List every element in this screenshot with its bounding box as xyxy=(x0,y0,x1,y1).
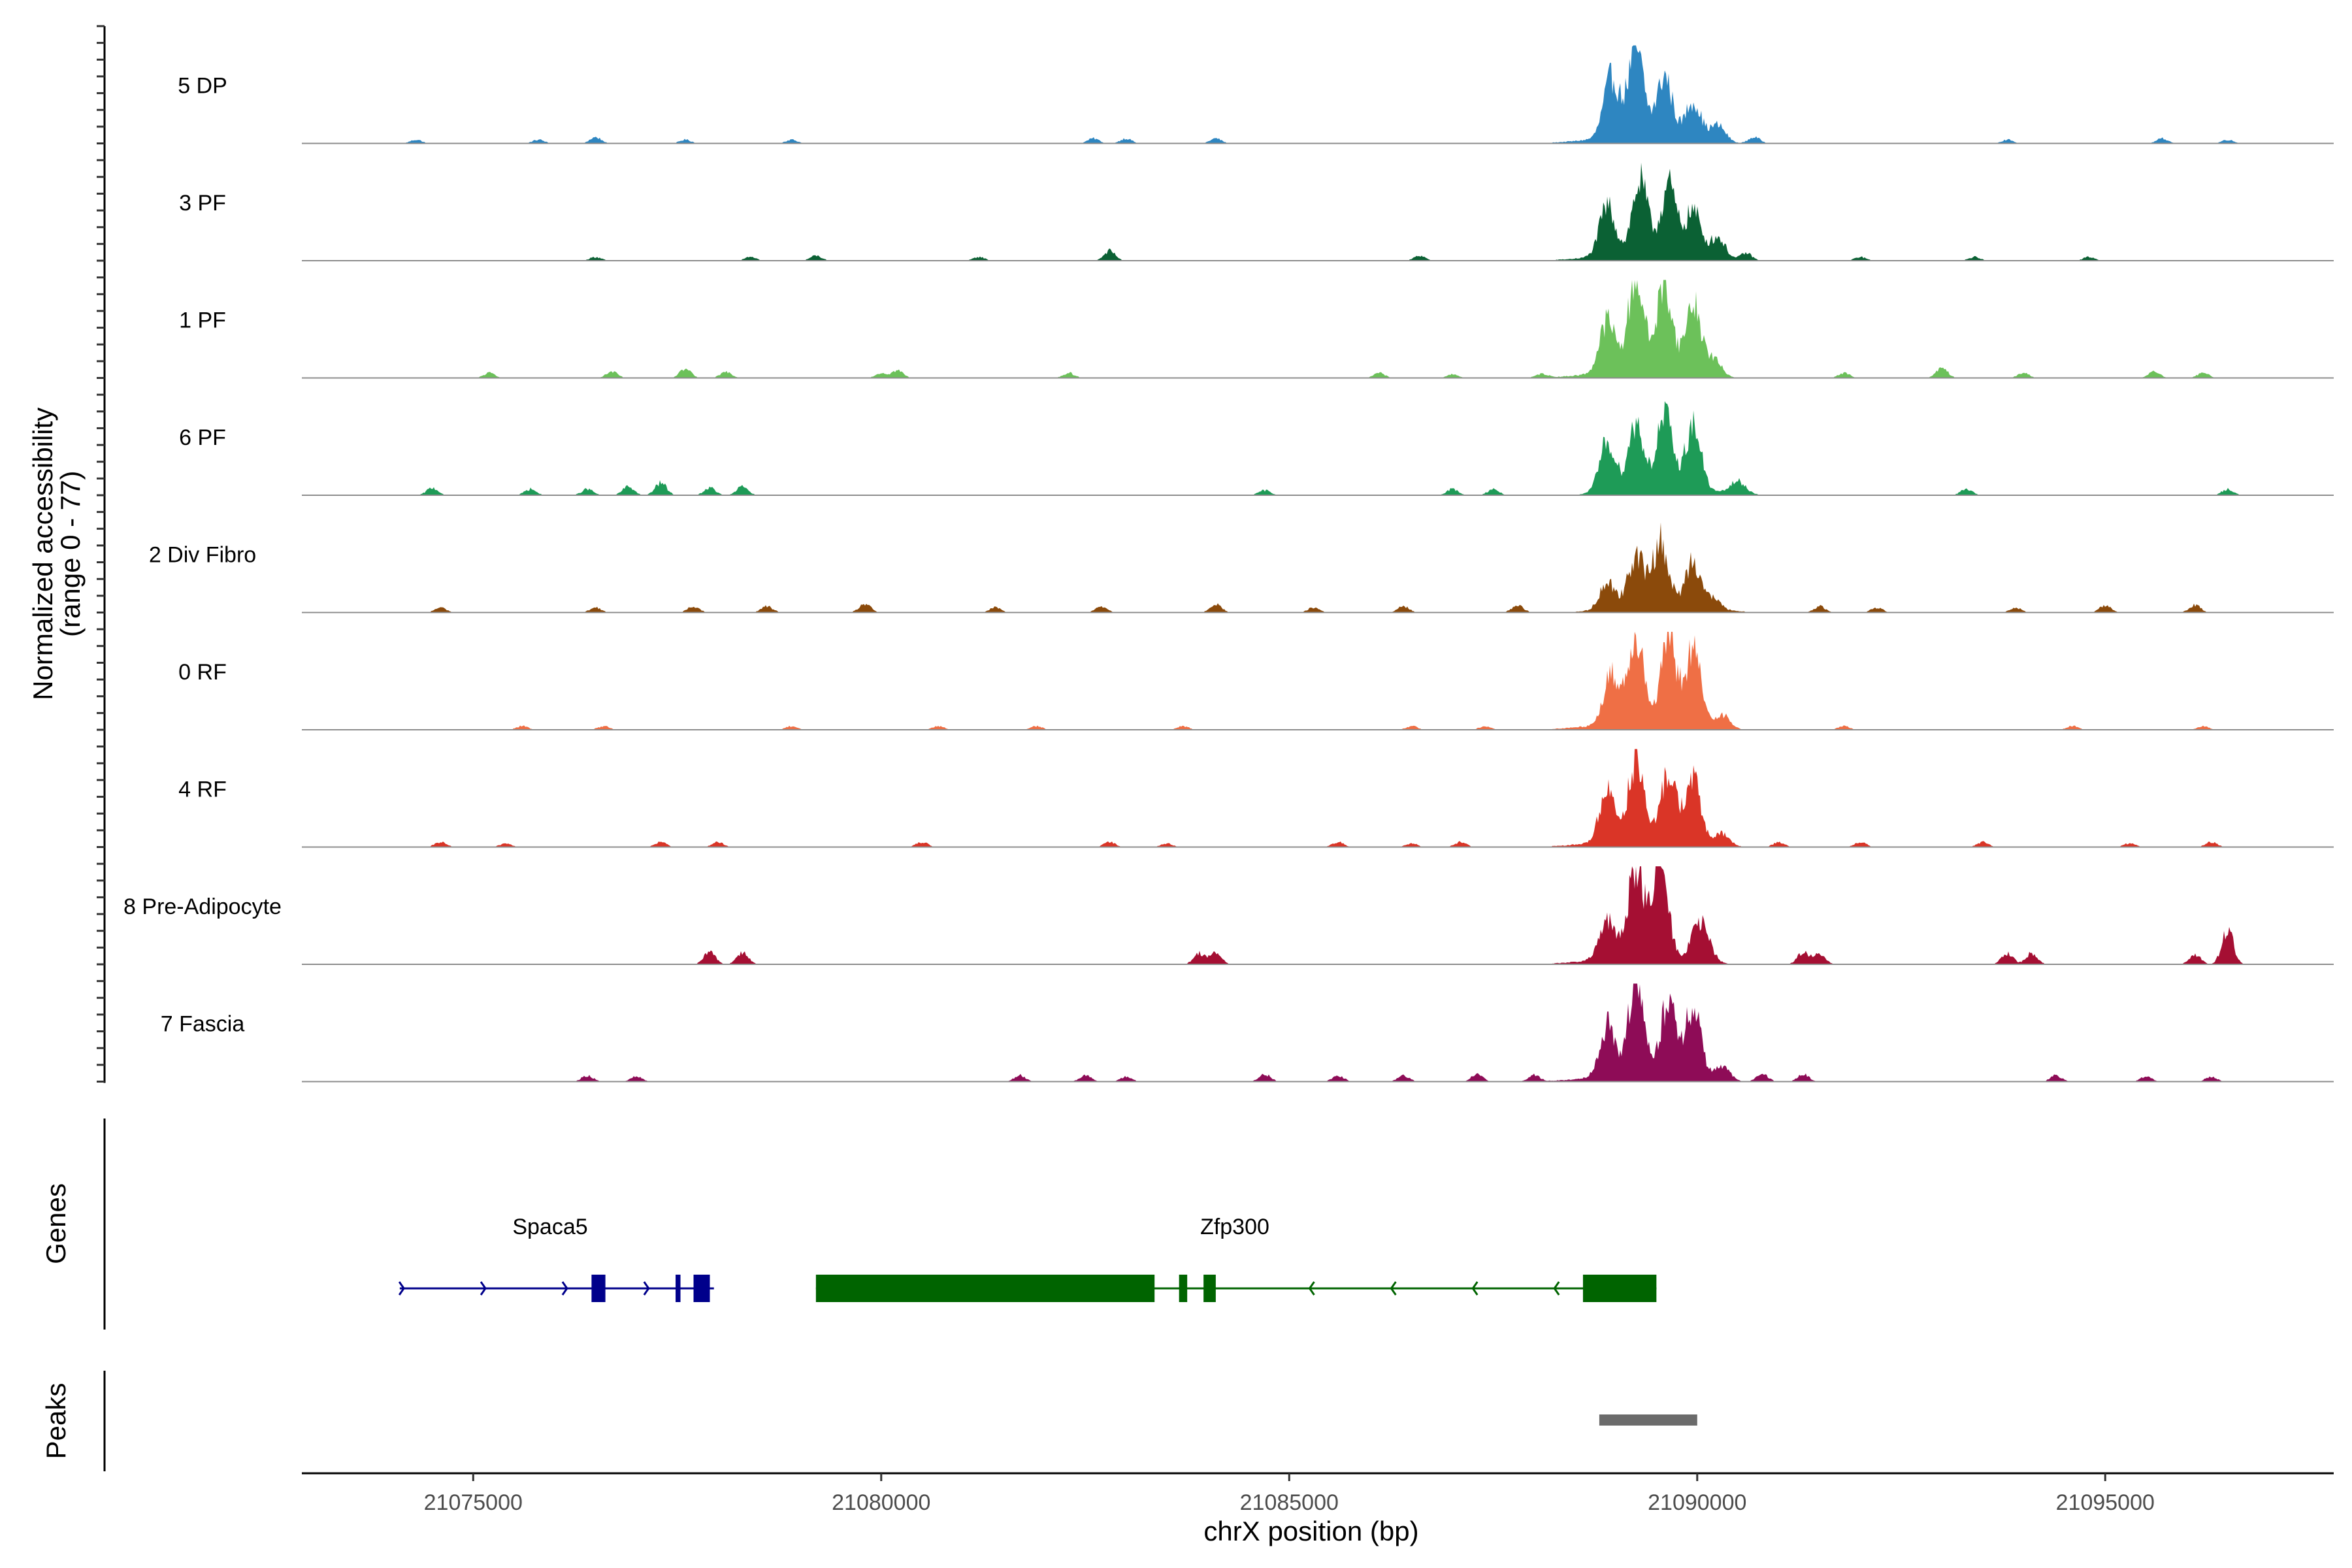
track-signal-area xyxy=(302,522,2334,613)
accessibility-tracks: 5 DP 3 PF 1 PF 6 PF 2 Div Fibro 0 RF 4 RF 8 Pre… xyxy=(97,25,2334,1083)
gene-exon xyxy=(1179,1275,1188,1302)
gene-exon xyxy=(676,1275,681,1302)
track-4-rf: 4 RF xyxy=(178,749,2334,848)
track-signal-area xyxy=(302,280,2334,378)
track-0-rf: 0 RF xyxy=(178,632,2334,730)
peaks-panel-title: Peaks xyxy=(41,1383,71,1460)
x-axis-tick-label: 21075000 xyxy=(424,1490,523,1515)
strand-arrow xyxy=(1471,1281,1478,1296)
strand-arrow xyxy=(1553,1281,1560,1296)
track-signal-area xyxy=(302,401,2334,495)
y-axis-title-line-1: Normalized accessibility xyxy=(27,408,58,700)
track-label: 8 Pre-Adipocyte xyxy=(123,894,282,919)
track-label: 7 Fascia xyxy=(161,1012,245,1037)
track-1-pf: 1 PF xyxy=(179,280,2334,379)
peak-region xyxy=(1599,1414,1697,1426)
strand-arrow xyxy=(480,1281,487,1296)
strand-arrow xyxy=(398,1281,405,1296)
track-8-pre-adipocyte: 8 Pre-Adipocyte xyxy=(123,866,2334,965)
track-signal-area xyxy=(302,163,2334,261)
strand-arrow xyxy=(1308,1281,1315,1296)
gene-exon xyxy=(815,1275,1155,1302)
x-axis-title: chrX position (bp) xyxy=(1203,1516,1418,1546)
strand-arrow xyxy=(643,1281,650,1296)
gene-exon xyxy=(591,1275,606,1302)
track-label: 6 PF xyxy=(179,425,226,450)
y-axis xyxy=(97,25,106,1083)
track-7-fascia: 7 Fascia xyxy=(161,983,2334,1083)
strand-arrow xyxy=(1390,1281,1397,1296)
gene-spaca5: Spaca5 xyxy=(398,1215,714,1302)
genes-panel: Genes Spaca5 Zfp300 xyxy=(41,1119,1657,1330)
gene-exon xyxy=(1203,1275,1216,1302)
x-axis-tick-label: 21085000 xyxy=(1240,1490,1339,1515)
x-axis-tick-label: 21095000 xyxy=(2056,1490,2155,1515)
strand-arrow xyxy=(561,1281,568,1296)
gene-exon xyxy=(1582,1275,1657,1302)
x-axis: 21075000 21080000 21085000 21090000 21095000 xyxy=(302,1472,2334,1515)
track-3-pf: 3 PF xyxy=(179,163,2334,261)
track-signal-area xyxy=(302,45,2334,144)
gene-exon xyxy=(693,1275,710,1302)
track-signal-area xyxy=(302,866,2334,964)
track-label: 5 DP xyxy=(178,74,227,99)
gene-label: Zfp300 xyxy=(1200,1215,1269,1239)
track-label: 1 PF xyxy=(179,308,226,333)
x-axis-tick-label: 21080000 xyxy=(832,1490,930,1515)
track-signal-area xyxy=(302,983,2334,1082)
gene-zfp300: Zfp300 xyxy=(815,1215,1657,1302)
track-label: 0 RF xyxy=(178,660,227,685)
peaks-panel: Peaks xyxy=(41,1371,1697,1471)
y-axis-title-line-2: (range 0 - 77) xyxy=(55,471,86,637)
track-2-div-fibro: 2 Div Fibro xyxy=(149,522,2334,613)
track-label: 2 Div Fibro xyxy=(149,543,256,568)
genes-panel-title: Genes xyxy=(41,1183,71,1264)
track-signal-area xyxy=(302,632,2334,730)
gene-label: Spaca5 xyxy=(512,1215,587,1239)
y-axis-title: Normalized accessibility (range 0 - 77) xyxy=(27,408,86,700)
track-signal-area xyxy=(302,749,2334,847)
track-5-dp: 5 DP xyxy=(178,45,2334,144)
x-axis-tick-label: 21090000 xyxy=(1648,1490,1746,1515)
track-6-pf: 6 PF xyxy=(179,401,2334,496)
track-label: 3 PF xyxy=(179,191,226,216)
track-label: 4 RF xyxy=(178,777,227,802)
